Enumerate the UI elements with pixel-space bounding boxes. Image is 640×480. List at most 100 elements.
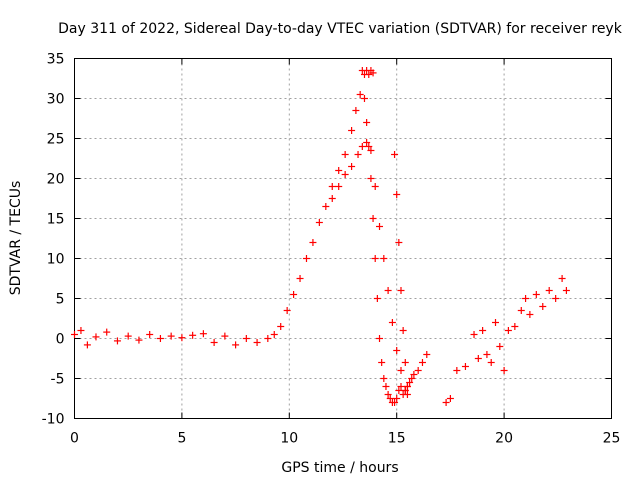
y-tick-label: 30 xyxy=(47,92,65,108)
data-point xyxy=(500,367,508,374)
data-point xyxy=(403,383,411,390)
data-point xyxy=(517,307,525,314)
data-point xyxy=(77,327,85,334)
data-point xyxy=(384,391,392,398)
data-point xyxy=(380,375,388,382)
data-point xyxy=(363,139,371,146)
data-point xyxy=(483,351,491,358)
data-point xyxy=(210,339,218,346)
data-point xyxy=(309,239,317,246)
data-point xyxy=(487,359,495,366)
data-point xyxy=(504,327,512,334)
data-point xyxy=(492,319,500,326)
data-point xyxy=(371,183,379,190)
y-tick-label: 25 xyxy=(47,132,65,148)
data-point xyxy=(401,359,409,366)
data-point xyxy=(296,275,304,282)
data-point xyxy=(360,95,368,102)
data-point xyxy=(264,335,272,342)
data-point xyxy=(384,287,392,294)
data-point xyxy=(178,334,186,342)
data-point xyxy=(367,147,375,154)
data-point xyxy=(393,347,401,354)
x-tick-label: 15 xyxy=(388,431,406,447)
data-point xyxy=(283,307,291,314)
data-points xyxy=(71,67,570,406)
data-point xyxy=(369,215,377,222)
data-point xyxy=(391,151,399,158)
y-axis-label: SDTVAR / TECUs xyxy=(8,181,24,296)
data-point xyxy=(526,311,534,318)
data-point xyxy=(414,367,422,374)
data-point xyxy=(365,143,373,150)
data-point xyxy=(335,183,343,190)
data-point xyxy=(479,327,487,334)
data-point xyxy=(406,379,414,386)
data-point xyxy=(391,399,399,406)
axis-ticks: -10 -5 0 5 10 15 20 25 30 35 0 5 10 15 20 25 xyxy=(42,52,621,447)
data-point xyxy=(552,295,560,302)
data-point xyxy=(522,295,530,302)
data-point xyxy=(354,151,362,158)
data-point xyxy=(376,223,384,230)
data-point xyxy=(397,367,405,374)
y-tick-label: 5 xyxy=(56,292,65,308)
data-point xyxy=(356,91,364,98)
data-point xyxy=(358,143,366,150)
data-point xyxy=(302,255,310,262)
data-point xyxy=(232,341,240,349)
data-point xyxy=(124,332,132,340)
data-point xyxy=(371,255,379,262)
data-point xyxy=(380,255,388,262)
data-point xyxy=(113,337,121,345)
data-point xyxy=(395,239,403,246)
plot-frame xyxy=(74,58,612,419)
y-tick-label: 0 xyxy=(56,332,65,348)
data-point xyxy=(393,191,401,198)
data-point xyxy=(167,332,175,340)
data-point xyxy=(410,371,418,378)
data-point xyxy=(423,351,431,358)
data-point xyxy=(386,395,394,402)
data-point xyxy=(474,355,482,362)
data-point xyxy=(408,375,416,382)
chart-title: Day 311 of 2022, Sidereal Day-to-day VTE… xyxy=(58,21,623,37)
y-tick-label: -5 xyxy=(51,372,65,388)
data-point xyxy=(388,319,396,326)
data-point xyxy=(363,119,371,126)
data-point xyxy=(562,287,570,294)
data-point xyxy=(135,336,143,344)
data-point xyxy=(335,167,343,174)
data-point xyxy=(83,341,91,349)
data-point xyxy=(397,287,405,294)
data-point xyxy=(348,163,356,170)
x-tick-label: 0 xyxy=(70,431,79,447)
data-point xyxy=(328,183,336,190)
data-point xyxy=(446,395,454,402)
data-point xyxy=(270,331,278,338)
data-point xyxy=(453,367,461,374)
data-point xyxy=(221,332,229,340)
data-point xyxy=(290,291,298,298)
data-point xyxy=(545,287,553,294)
data-point xyxy=(367,175,375,182)
data-point xyxy=(470,331,478,338)
data-point xyxy=(348,127,356,134)
data-point xyxy=(71,331,78,338)
data-point xyxy=(322,203,330,210)
x-tick-label: 25 xyxy=(603,431,621,447)
data-point xyxy=(399,327,407,334)
data-point xyxy=(242,335,250,342)
data-point xyxy=(341,171,349,178)
data-point xyxy=(156,335,164,342)
data-point xyxy=(376,335,384,342)
data-point xyxy=(511,323,519,330)
data-point xyxy=(401,387,409,394)
grid xyxy=(74,58,612,419)
y-tick-label: 10 xyxy=(47,252,65,268)
data-point xyxy=(352,107,360,114)
data-point xyxy=(103,328,111,336)
data-point xyxy=(189,331,197,339)
data-point xyxy=(315,219,323,226)
